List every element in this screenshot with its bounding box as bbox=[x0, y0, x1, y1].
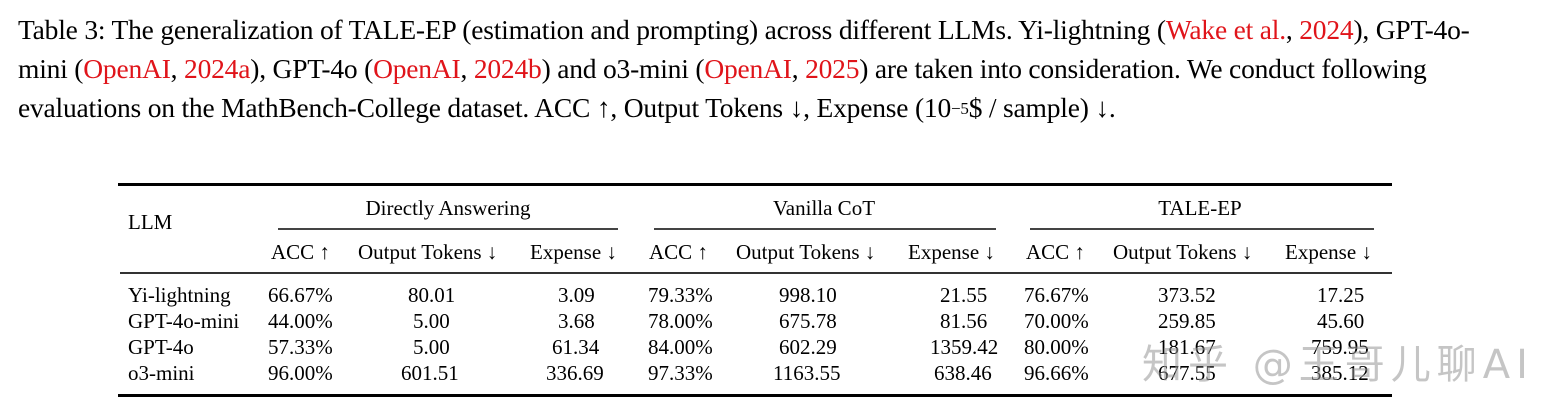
cell-value: 602.29 bbox=[779, 335, 837, 359]
cell-value: 44.00% bbox=[268, 309, 333, 333]
group-header-vanilla-cot: Vanilla CoT bbox=[772, 196, 876, 220]
cell-value: 259.85 bbox=[1158, 309, 1216, 333]
cell-value: 76.67% bbox=[1024, 283, 1089, 307]
cell-value: 61.34 bbox=[552, 335, 600, 359]
caption-label: Table 3: bbox=[18, 14, 106, 45]
cell-value: 66.67% bbox=[268, 283, 333, 307]
cell-value: 5.00 bbox=[413, 309, 450, 333]
table-row: GPT-4o 57.33% 5.00 61.34 84.00% 602.29 1… bbox=[118, 335, 1392, 361]
citation-year-link[interactable]: 2024 bbox=[1299, 14, 1354, 45]
subheader-expense: Expense ↓ bbox=[530, 240, 617, 264]
cell-value: 81.56 bbox=[940, 309, 988, 333]
cell-value: 675.78 bbox=[779, 309, 837, 333]
subheader-output-tokens: Output Tokens ↓ bbox=[1113, 240, 1253, 264]
cell-value: 70.00% bbox=[1024, 309, 1089, 333]
table-row: GPT-4o-mini 44.00% 5.00 3.68 78.00% 675.… bbox=[118, 309, 1392, 335]
group-header-directly-answering: Directly Answering bbox=[365, 196, 531, 220]
cell-value: 3.68 bbox=[558, 309, 595, 333]
cell-value: 373.52 bbox=[1158, 283, 1216, 307]
top-rule bbox=[118, 183, 1392, 186]
cell-value: 96.66% bbox=[1024, 361, 1089, 385]
citation-link[interactable]: OpenAI bbox=[373, 53, 461, 84]
subheader-acc: ACC ↑ bbox=[1026, 240, 1085, 264]
cell-value: 759.95 bbox=[1311, 335, 1369, 359]
citation-link[interactable]: OpenAI bbox=[83, 53, 171, 84]
cell-value: 45.60 bbox=[1317, 309, 1365, 333]
cell-value: 336.69 bbox=[546, 361, 604, 385]
cell-value: 3.09 bbox=[558, 283, 595, 307]
subheader-expense: Expense ↓ bbox=[1285, 240, 1372, 264]
cell-value: 80.00% bbox=[1024, 335, 1089, 359]
cell-value: 97.33% bbox=[648, 361, 713, 385]
bottom-rule bbox=[118, 394, 1392, 397]
cell-value: 601.51 bbox=[401, 361, 459, 385]
cell-value: 78.00% bbox=[648, 309, 713, 333]
subheader-output-tokens: Output Tokens ↓ bbox=[358, 240, 498, 264]
group-underline bbox=[278, 228, 618, 230]
cell-value: 57.33% bbox=[268, 335, 333, 359]
cell-value: 80.01 bbox=[408, 283, 456, 307]
watermark: 知乎 @王哥儿聊AI bbox=[1142, 342, 1534, 388]
header-rule bbox=[120, 272, 1392, 274]
llm-name: o3-mini bbox=[128, 361, 195, 385]
group-underline bbox=[654, 228, 996, 230]
citation-year-link[interactable]: 2024a bbox=[184, 53, 251, 84]
llm-name: GPT-4o bbox=[128, 335, 194, 359]
citation-year-link[interactable]: 2025 bbox=[805, 53, 860, 84]
cell-value: 84.00% bbox=[648, 335, 713, 359]
subheader-acc: ACC ↑ bbox=[271, 240, 330, 264]
llm-column-header: LLM bbox=[128, 210, 173, 234]
table-row: Yi-lightning 66.67% 80.01 3.09 79.33% 99… bbox=[118, 283, 1392, 309]
cell-value: 21.55 bbox=[940, 283, 988, 307]
cell-value: 677.55 bbox=[1158, 361, 1216, 385]
cell-value: 1359.42 bbox=[930, 335, 999, 359]
subheader-expense: Expense ↓ bbox=[908, 240, 995, 264]
cell-value: 1163.55 bbox=[773, 361, 841, 385]
cell-value: 998.10 bbox=[779, 283, 837, 307]
subheader-acc: ACC ↑ bbox=[649, 240, 708, 264]
citation-link[interactable]: OpenAI bbox=[704, 53, 792, 84]
subheader-output-tokens: Output Tokens ↓ bbox=[736, 240, 876, 264]
cell-value: 17.25 bbox=[1317, 283, 1365, 307]
cell-value: 5.00 bbox=[413, 335, 450, 359]
table-row: o3-mini 96.00% 601.51 336.69 97.33% 1163… bbox=[118, 361, 1392, 387]
cell-value: 385.12 bbox=[1311, 361, 1369, 385]
cell-value: 79.33% bbox=[648, 283, 713, 307]
group-header-tale-ep: TALE-EP bbox=[1158, 196, 1242, 220]
cell-value: 638.46 bbox=[934, 361, 992, 385]
table-caption: Table 3: The generalization of TALE-EP (… bbox=[18, 14, 1470, 123]
llm-name: GPT-4o-mini bbox=[128, 309, 240, 333]
group-underline bbox=[1030, 228, 1374, 230]
cell-value: 181.67 bbox=[1158, 335, 1216, 359]
llm-name: Yi-lightning bbox=[128, 283, 231, 307]
citation-year-link[interactable]: 2024b bbox=[473, 53, 542, 84]
citation-link[interactable]: Wake et al. bbox=[1165, 14, 1286, 45]
cell-value: 96.00% bbox=[268, 361, 333, 385]
